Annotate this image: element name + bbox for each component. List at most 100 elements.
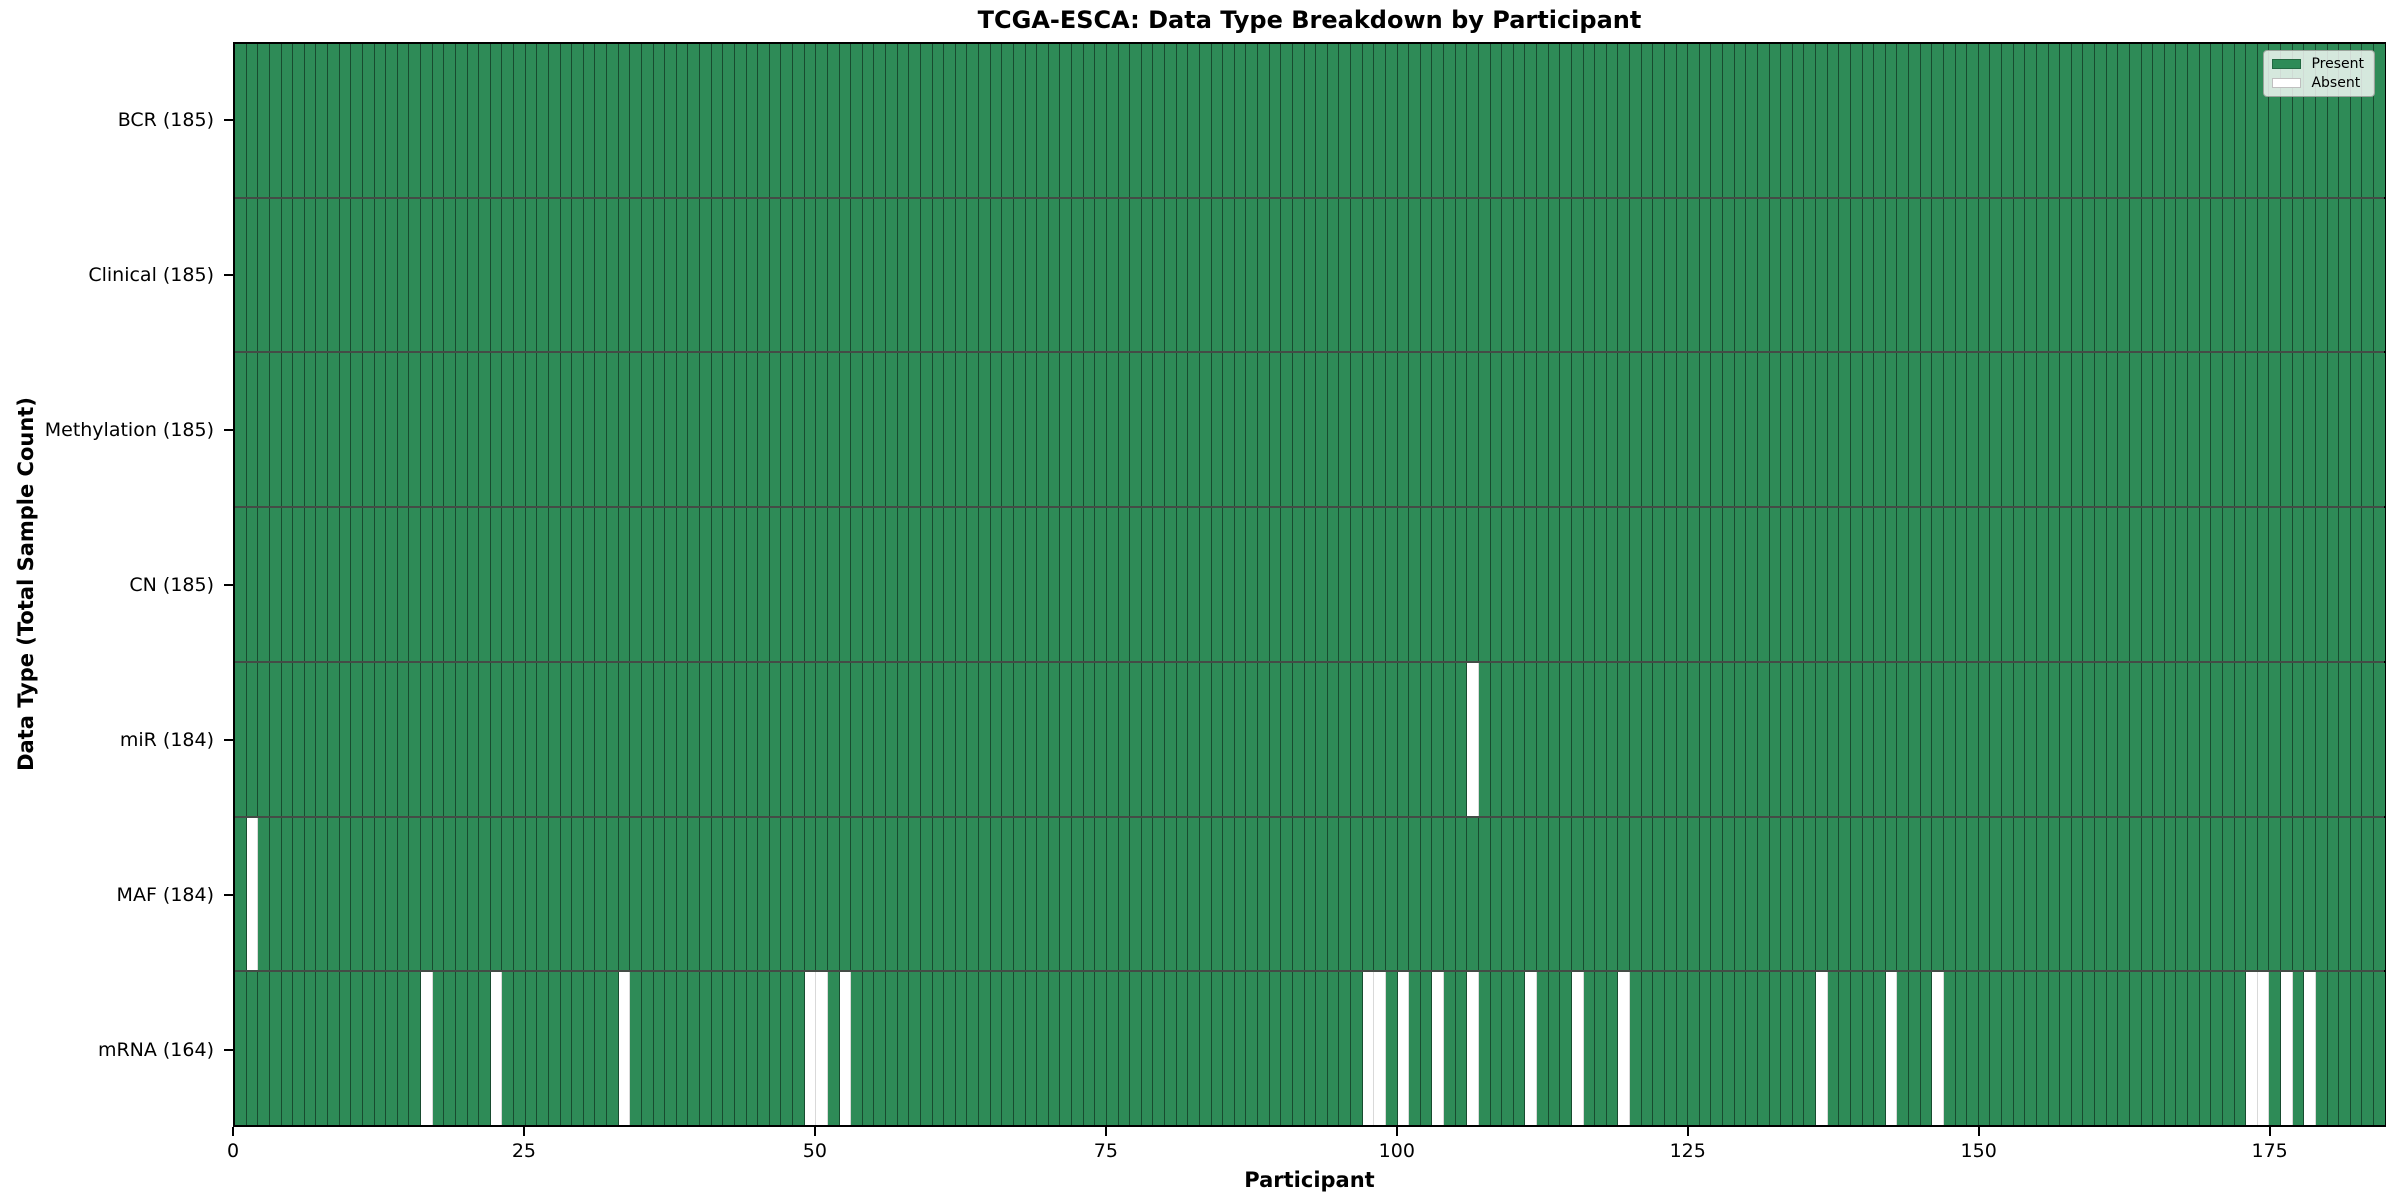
cell-present <box>1351 817 1363 971</box>
cell-present <box>665 662 677 816</box>
cell-present <box>955 972 968 1126</box>
cell-present <box>1943 198 1956 352</box>
cell-present <box>641 508 654 661</box>
cell-present <box>1571 198 1584 352</box>
cell-present <box>1967 353 1979 507</box>
cell-present <box>1723 44 1735 197</box>
cell-present <box>235 508 247 661</box>
cell-present <box>583 198 596 352</box>
cell-present <box>1025 44 1038 197</box>
cell-present <box>1490 972 1503 1126</box>
cell-present <box>1444 508 1456 661</box>
cell-present <box>1827 817 1840 971</box>
cell-absent <box>1618 972 1630 1126</box>
cell-present <box>630 198 642 352</box>
cell-present <box>1792 353 1805 507</box>
cell-present <box>2048 662 2061 816</box>
cell-present <box>1990 972 2002 1126</box>
cell-present <box>758 662 770 816</box>
cell-present <box>1223 44 1235 197</box>
cell-present <box>2327 44 2340 197</box>
cell-present <box>607 44 619 197</box>
cell-present <box>2188 44 2200 197</box>
cell-present <box>1292 662 1305 816</box>
cell-present <box>1653 662 1665 816</box>
cell-present <box>793 508 805 661</box>
cell-present <box>1199 198 1212 352</box>
cell-present <box>572 198 584 352</box>
cell-present <box>1013 353 1026 507</box>
cell-present <box>1467 198 1479 352</box>
cell-present <box>1688 662 1700 816</box>
cell-present <box>1211 198 1224 352</box>
cell-present <box>2002 44 2014 197</box>
cell-present <box>444 198 456 352</box>
cell-present <box>607 817 619 971</box>
cell-present <box>1153 817 1165 971</box>
cell-present <box>653 817 666 971</box>
cell-present <box>281 198 294 352</box>
cell-present <box>1583 198 1596 352</box>
cell-present <box>269 44 282 197</box>
cell-absent <box>2281 972 2293 1126</box>
cell-absent <box>839 972 852 1126</box>
cell-present <box>2188 508 2200 661</box>
cell-present <box>1525 662 1537 816</box>
cell-present <box>537 198 549 352</box>
cell-present <box>839 508 852 661</box>
x-tick-label: 75 <box>1093 1140 1118 1162</box>
cell-present <box>2164 662 2177 816</box>
cell-present <box>1792 662 1805 816</box>
cell-present <box>700 353 712 507</box>
cell-present <box>1571 44 1584 197</box>
cell-present <box>2141 198 2154 352</box>
cell-present <box>1153 972 1165 1126</box>
cell-present <box>1165 353 1177 507</box>
heatmap-row-methylation <box>235 351 2385 507</box>
cell-present <box>734 662 747 816</box>
cell-present <box>886 198 898 352</box>
cell-present <box>944 353 956 507</box>
cell-present <box>1967 44 1979 197</box>
cell-present <box>1432 198 1444 352</box>
cell-present <box>851 662 863 816</box>
cell-present <box>653 198 666 352</box>
cell-present <box>1420 44 1433 197</box>
cell-present <box>1641 508 1654 661</box>
cell-present <box>1223 353 1235 507</box>
cell-present <box>1083 44 1096 197</box>
cell-present <box>1630 353 1642 507</box>
cell-present <box>723 508 735 661</box>
cell-present <box>1188 44 1200 197</box>
cell-present <box>1223 972 1235 1126</box>
cell-present <box>2350 662 2363 816</box>
x-tick-label: 100 <box>1378 1140 1415 1162</box>
cell-present <box>1141 972 1154 1126</box>
cell-present <box>1467 817 1479 971</box>
cell-present <box>746 353 759 507</box>
cell-present <box>397 662 410 816</box>
cell-present <box>269 817 282 971</box>
cell-present <box>1583 817 1596 971</box>
cell-present <box>409 972 421 1126</box>
cell-present <box>665 353 677 507</box>
cell-present <box>362 353 375 507</box>
x-tick-mark <box>2268 1127 2271 1136</box>
cell-present <box>1595 972 1607 1126</box>
cell-present <box>1757 508 1770 661</box>
cell-present <box>1537 44 1549 197</box>
cell-present <box>804 44 817 197</box>
cell-present <box>1688 44 1700 197</box>
cell-present <box>1816 817 1828 971</box>
cell-present <box>2129 508 2142 661</box>
cell-present <box>665 817 677 971</box>
cell-present <box>979 353 991 507</box>
cell-present <box>1327 508 1340 661</box>
cell-present <box>1153 508 1165 661</box>
cell-present <box>2106 817 2119 971</box>
cell-present <box>2060 44 2072 197</box>
cell-present <box>2199 44 2212 197</box>
cell-present <box>2281 198 2293 352</box>
cell-present <box>1513 508 1526 661</box>
cell-present <box>1060 972 1072 1126</box>
